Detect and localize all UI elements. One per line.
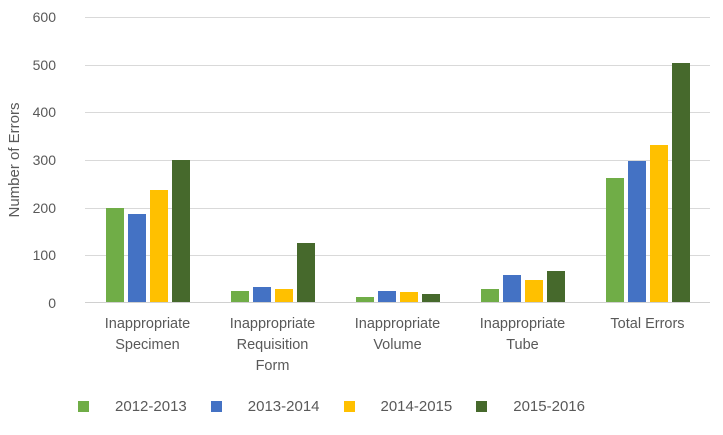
legend-item-2015-2016: 2015-2016 <box>476 398 585 415</box>
plot-area <box>85 17 710 303</box>
bar-groups <box>85 16 710 302</box>
bar-2013-2014-category-4 <box>502 275 521 302</box>
y-tick-label: 200 <box>32 199 56 216</box>
bar-2014-2015-category-5 <box>649 145 668 302</box>
bar-group-4 <box>460 16 585 302</box>
bar-2013-2014-category-1 <box>127 214 146 302</box>
legend-label: 2013-2014 <box>247 398 320 415</box>
gridline <box>85 112 710 114</box>
y-tick-label: 400 <box>32 104 56 121</box>
legend: 2012-2013 2013-2014 2014-2015 2015-2016 <box>0 398 693 415</box>
bar-2013-2014-category-2 <box>252 287 271 302</box>
legend-item-2013-2014: 2013-2014 <box>210 398 320 415</box>
legend-label: 2012-2013 <box>115 398 187 415</box>
x-category-label: Total Errors <box>610 316 685 332</box>
legend-item-2014-2015: 2014-2015 <box>343 398 453 415</box>
x-category-label: Inappropriate Requisition Form <box>229 316 316 374</box>
y-tick-label: 100 <box>32 247 56 264</box>
bar-2012-2013-category-3 <box>355 297 374 302</box>
bar-2014-2015-category-4 <box>524 280 543 302</box>
gridline <box>85 255 710 257</box>
legend-marker-icon <box>210 401 222 412</box>
bar-2012-2013-category-2 <box>230 291 249 302</box>
bar-group-3 <box>335 16 460 302</box>
legend-marker-icon <box>343 401 355 412</box>
legend-label: 2015-2016 <box>513 398 585 415</box>
y-tick-label: 500 <box>32 56 56 73</box>
bar-2015-2016-category-5 <box>671 63 690 302</box>
legend-marker-icon <box>78 401 90 412</box>
x-category-label: Inappropriate Volume <box>354 316 441 353</box>
bar-2014-2015-category-1 <box>149 190 168 302</box>
y-tick-label: 0 <box>48 295 56 311</box>
x-category-label: Inappropriate Specimen <box>104 316 191 353</box>
bar-group-5 <box>585 16 710 302</box>
gridline <box>85 64 710 66</box>
gridline <box>85 17 710 18</box>
bar-2012-2013-category-4 <box>480 289 499 302</box>
bar-2013-2014-category-5 <box>627 161 646 302</box>
bar-2014-2015-category-2 <box>274 289 293 302</box>
x-axis-labels: Inappropriate Specimen Inappropriate Requ… <box>85 314 710 377</box>
legend-label: 2014-2015 <box>380 398 453 415</box>
gridline <box>85 207 710 209</box>
legend-marker-icon <box>476 401 488 412</box>
legend-item-2012-2013: 2012-2013 <box>78 398 187 415</box>
y-tick-label: 600 <box>32 9 56 25</box>
bar-group-2 <box>210 16 335 302</box>
bar-2012-2013-category-1 <box>105 208 124 302</box>
y-tick-label: 300 <box>32 152 56 168</box>
x-axis-line <box>85 302 710 303</box>
bar-2015-2016-category-1 <box>171 160 190 302</box>
gridline <box>85 160 710 161</box>
bar-2013-2014-category-3 <box>377 291 396 302</box>
bar-2015-2016-category-3 <box>421 294 440 302</box>
x-category-label: Inappropriate Tube <box>479 316 566 353</box>
bar-2015-2016-category-2 <box>296 243 315 302</box>
bar-2015-2016-category-4 <box>546 271 565 302</box>
bar-group-1 <box>85 16 210 302</box>
bar-2014-2015-category-3 <box>399 292 418 302</box>
bar-2012-2013-category-5 <box>605 178 624 302</box>
